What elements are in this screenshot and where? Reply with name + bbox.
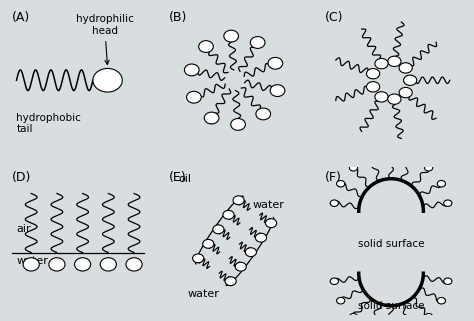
Ellipse shape [337,180,345,187]
Ellipse shape [74,258,91,271]
Ellipse shape [192,254,204,263]
Ellipse shape [444,200,452,206]
Ellipse shape [399,63,412,73]
Ellipse shape [366,68,380,79]
Ellipse shape [337,298,345,304]
Ellipse shape [49,258,65,271]
Text: hydrophilic
head: hydrophilic head [76,14,134,65]
Ellipse shape [388,94,401,104]
Text: water: water [17,256,48,266]
Ellipse shape [223,210,234,219]
Ellipse shape [23,258,39,271]
Ellipse shape [387,150,395,157]
Text: (C): (C) [325,11,344,24]
Text: air: air [17,224,31,234]
Ellipse shape [225,277,236,286]
Ellipse shape [349,164,357,171]
Ellipse shape [375,58,388,69]
Ellipse shape [438,298,446,304]
Ellipse shape [187,91,201,103]
Ellipse shape [126,258,142,271]
Ellipse shape [330,278,338,284]
Ellipse shape [330,200,338,206]
Text: hydrophobic
tail: hydrophobic tail [17,113,82,134]
Ellipse shape [265,219,277,228]
Ellipse shape [233,196,244,205]
Ellipse shape [366,82,380,92]
Ellipse shape [199,41,213,52]
Text: water: water [252,200,284,210]
Ellipse shape [100,258,117,271]
Text: water: water [188,289,219,299]
Ellipse shape [375,92,388,102]
Ellipse shape [184,64,199,76]
Ellipse shape [231,118,246,130]
Ellipse shape [213,225,224,234]
Ellipse shape [235,262,246,271]
Ellipse shape [388,56,401,66]
Ellipse shape [268,57,283,69]
Ellipse shape [444,278,452,284]
Ellipse shape [256,108,271,120]
Text: (D): (D) [12,171,31,184]
Ellipse shape [425,164,433,171]
Ellipse shape [250,37,265,48]
Text: (E): (E) [169,171,186,184]
Ellipse shape [367,154,375,160]
Text: solid surface: solid surface [358,239,424,249]
Ellipse shape [93,68,122,92]
Ellipse shape [403,75,417,85]
Ellipse shape [224,30,238,42]
Text: solid surface: solid surface [358,301,424,311]
Ellipse shape [399,87,412,98]
Ellipse shape [349,313,357,320]
Text: (F): (F) [325,171,342,184]
Ellipse shape [204,112,219,124]
Ellipse shape [407,154,415,160]
Text: (A): (A) [12,11,30,24]
Ellipse shape [255,233,266,242]
Ellipse shape [438,180,446,187]
Text: oil: oil [179,174,192,184]
Ellipse shape [203,239,214,248]
Ellipse shape [425,313,433,320]
Ellipse shape [246,248,256,256]
Ellipse shape [270,85,285,97]
Text: (B): (B) [169,11,187,24]
